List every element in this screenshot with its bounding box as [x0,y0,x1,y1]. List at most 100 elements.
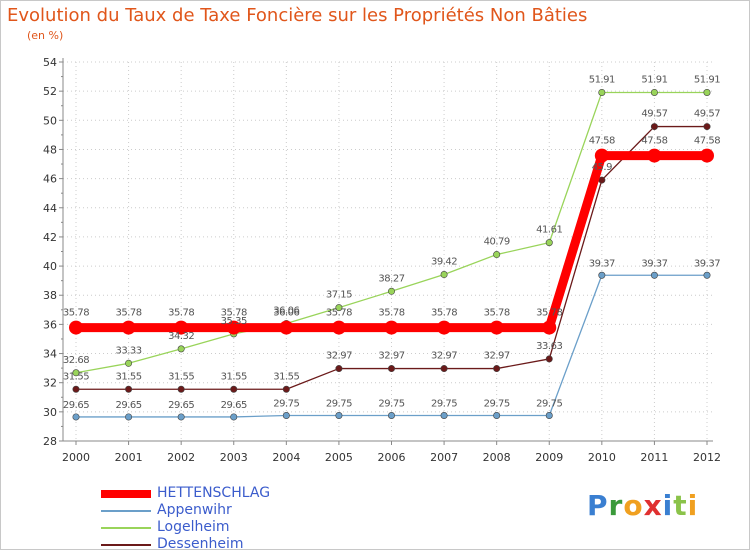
x-tick-label-2004: 2004 [272,451,300,464]
data-point-dessenheim-2009 [545,355,553,363]
data-label-dessenheim-2004: 31.55 [273,371,299,382]
x-tick-label-2008: 2008 [483,451,511,464]
data-label-hettenschlag-2009: 35.78 [536,308,562,319]
data-label-appenwihr-2011: 39.37 [641,258,667,269]
data-point-dessenheim-2004 [282,385,290,393]
logo-letter: t [673,489,688,522]
data-point-logelheim-2007 [440,271,448,279]
data-point-logelheim-2005 [335,304,343,312]
data-label-hettenschlag-2002: 35.78 [168,308,194,319]
data-label-dessenheim-2008: 32.97 [484,351,510,362]
x-tick-label-2001: 2001 [115,451,143,464]
data-label-logelheim-2001: 33.33 [116,345,142,356]
x-tick-label-2012: 2012 [693,451,721,464]
data-point-hettenschlag-2008 [489,320,504,335]
data-point-dessenheim-2007 [440,365,448,373]
x-tick-label-2009: 2009 [535,451,563,464]
data-label-dessenheim-2006: 32.97 [378,351,404,362]
data-label-logelheim-2002: 34.32 [168,331,194,342]
data-point-hettenschlag-2010 [594,148,609,163]
data-point-logelheim-2011 [650,88,658,96]
data-label-appenwihr-2004: 29.75 [273,398,299,409]
data-point-dessenheim-2005 [335,365,343,373]
legend-label-appenwihr: Appenwihr [157,502,232,518]
x-tick-label-2011: 2011 [640,451,668,464]
data-label-dessenheim-2009: 33.63 [536,341,562,352]
data-point-appenwihr-2006 [387,411,395,419]
logo-letter: r [608,489,624,522]
legend-swatch-dessenheim [101,544,151,546]
data-label-dessenheim-2005: 32.97 [326,351,352,362]
y-tick-label-28: 28 [43,435,57,448]
series-line-hettenschlag [71,151,712,333]
proxiti-logo: Proxiti [587,489,698,522]
data-point-hettenschlag-2005 [331,320,346,335]
legend-swatch-logelheim [101,527,151,529]
data-point-appenwihr-2002 [177,413,185,421]
data-point-appenwihr-2010 [598,271,606,279]
data-point-dessenheim-2008 [493,365,501,373]
data-point-appenwihr-2005 [335,411,343,419]
data-label-dessenheim-2001: 31.55 [116,371,142,382]
data-point-appenwihr-2003 [230,413,238,421]
y-tick-label-46: 46 [43,173,57,186]
data-label-hettenschlag-2011: 47.58 [641,136,667,147]
data-label-appenwihr-2008: 29.75 [484,398,510,409]
y-tick-label-38: 38 [43,289,57,302]
data-label-logelheim-2006: 38.27 [378,273,404,284]
data-point-appenwihr-2008 [493,411,501,419]
x-tick-label-2002: 2002 [167,451,195,464]
data-label-dessenheim-2002: 31.55 [168,371,194,382]
data-label-logelheim-2005: 37.15 [326,290,352,301]
logo-letter: x [643,489,663,522]
data-point-hettenschlag-2007 [437,320,452,335]
data-label-logelheim-2004: 36.06 [273,306,299,317]
data-point-hettenschlag-2011 [647,148,662,163]
data-point-logelheim-2009 [545,239,553,247]
data-label-hettenschlag-2000: 35.78 [63,308,89,319]
y-tick-label-32: 32 [43,377,57,390]
x-tick-label-2007: 2007 [430,451,458,464]
data-label-dessenheim-2007: 32.97 [431,351,457,362]
data-label-appenwihr-2003: 29.65 [221,400,247,411]
data-point-appenwihr-2011 [650,271,658,279]
data-label-dessenheim-2010: 45.9 [592,162,612,173]
data-point-appenwihr-2012 [703,271,711,279]
legend-swatch-appenwihr [101,510,151,512]
data-label-appenwihr-2001: 29.65 [116,400,142,411]
data-point-dessenheim-2003 [230,385,238,393]
data-label-hettenschlag-2004: 36.06 [273,308,299,319]
legend-label-dessenheim: Dessenheim [157,536,244,552]
data-point-hettenschlag-2006 [384,320,399,335]
data-label-hettenschlag-2001: 35.78 [116,308,142,319]
data-label-hettenschlag-2012: 47.58 [694,136,720,147]
data-label-appenwihr-2007: 29.75 [431,398,457,409]
chart-subtitle: (en %) [27,29,64,42]
x-tick-label-2005: 2005 [325,451,353,464]
data-label-hettenschlag-2006: 35.78 [378,308,404,319]
data-point-hettenschlag-2009 [542,320,557,335]
x-tick-label-2003: 2003 [220,451,248,464]
y-tick-label-50: 50 [43,114,57,127]
y-tick-label-52: 52 [43,85,57,98]
data-label-hettenschlag-2010: 47.58 [589,136,615,147]
y-tick-label-30: 30 [43,406,57,419]
logo-letter: P [587,489,609,522]
x-tick-label-2006: 2006 [378,451,406,464]
data-point-dessenheim-2002 [177,385,185,393]
data-point-logelheim-2002 [177,345,185,353]
data-point-logelheim-2008 [493,251,501,259]
data-label-dessenheim-2012: 49.57 [694,109,720,120]
legend-label-hettenschlag: HETTENSCHLAG [157,485,271,501]
y-tick-label-44: 44 [43,202,57,215]
chart-title: Evolution du Taux de Taxe Foncière sur l… [7,5,588,26]
logo-letter: i [687,489,699,522]
y-tick-label-40: 40 [43,260,57,273]
y-tick-label-42: 42 [43,231,57,244]
data-point-hettenschlag-2000 [69,320,83,335]
data-point-hettenschlag-2002 [174,320,189,335]
y-tick-label-48: 48 [43,143,57,156]
data-label-hettenschlag-2008: 35.78 [484,308,510,319]
data-label-hettenschlag-2005: 35.78 [326,308,352,319]
